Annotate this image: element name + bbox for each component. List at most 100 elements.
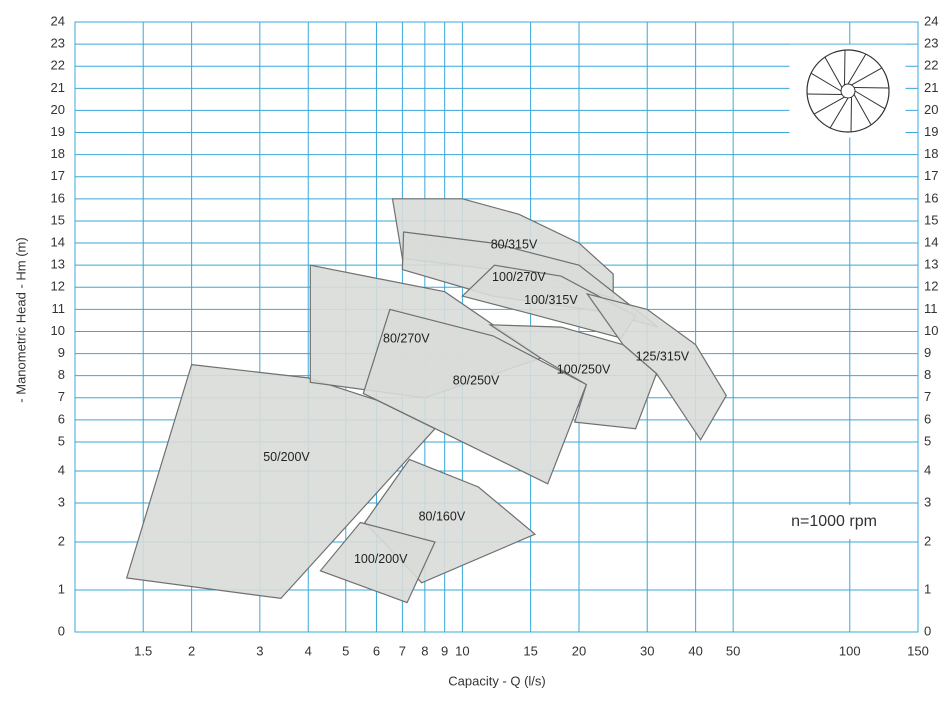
y-tick-label: 13 <box>51 257 65 272</box>
y-tick-label: 23 <box>51 36 65 51</box>
x-tick-label: 6 <box>373 643 380 658</box>
x-tick-label: 7 <box>399 643 406 658</box>
icon-spoke <box>851 67 883 86</box>
y-tick-label: 17 <box>51 168 65 183</box>
y2-tick-label: 16 <box>924 190 938 205</box>
annotation-bg <box>772 505 896 539</box>
y2-tick-label: 15 <box>924 212 938 227</box>
y-tick-label: 9 <box>58 345 65 360</box>
region-label: 80/250V <box>453 374 500 388</box>
pump-region <box>319 521 436 604</box>
y2-tick-label: 3 <box>924 494 931 509</box>
x-tick-label: 10 <box>455 643 469 658</box>
y-tick-label: 18 <box>51 146 65 161</box>
x-tick-label: 1.5 <box>134 643 152 658</box>
x-tick-label: 4 <box>305 643 312 658</box>
y2-tick-label: 24 <box>924 13 938 28</box>
y2-tick-label: 23 <box>924 36 938 51</box>
y2-tick-label: 10 <box>924 323 938 338</box>
y2-tick-label: 1 <box>924 581 931 596</box>
y2-tick-label: 13 <box>924 257 938 272</box>
x-tick-label: 150 <box>907 643 929 658</box>
labels: 50/200V 80/270V 80/250V 80/315V 100/270V 100/… <box>263 237 690 565</box>
y-tick-label: 14 <box>51 234 65 249</box>
pump-region <box>362 308 588 485</box>
x-axis-title: Capacity - Q (l/s) <box>448 673 546 688</box>
y-tick-label: 15 <box>51 212 65 227</box>
y-tick-label: 3 <box>58 494 65 509</box>
region-label: 100/200V <box>354 552 408 566</box>
icon-spoke <box>829 97 849 129</box>
y-tick-label: 4 <box>58 462 65 477</box>
x-tick-label: 50 <box>726 643 740 658</box>
y2-tick-label: 20 <box>924 102 938 117</box>
y-tick-label: 1 <box>58 581 65 596</box>
x-tick-label: 3 <box>256 643 263 658</box>
y-tick-label: 16 <box>51 190 65 205</box>
y2-tick-label: 18 <box>924 146 938 161</box>
region-label: 80/270V <box>383 331 430 345</box>
icon-spoke <box>847 53 867 85</box>
annotation: n=1000 rpm <box>791 513 877 530</box>
x-tick-label: 5 <box>342 643 349 658</box>
y-tick-label: 8 <box>58 367 65 382</box>
region-label: 50/200V <box>263 450 310 464</box>
icon-spoke <box>810 72 842 92</box>
y2-tick-label: 19 <box>924 124 938 139</box>
region-label: 125/315V <box>636 350 690 364</box>
y2-tick-label: 4 <box>924 462 931 477</box>
y2-tick-label: 9 <box>924 345 931 360</box>
region-label: 100/270V <box>492 270 546 284</box>
x-tick-label: 15 <box>523 643 537 658</box>
y-tick-label: 6 <box>58 411 65 426</box>
x-tick-label: 30 <box>640 643 654 658</box>
region-label: 100/250V <box>557 363 611 377</box>
icon-spoke <box>854 90 886 110</box>
icon-spokes <box>807 50 889 132</box>
y2-tick-label: 7 <box>924 389 931 404</box>
x-tick-label: 2 <box>188 643 195 658</box>
y-tick-label: 22 <box>51 58 65 73</box>
y-axis-title: - Manometric Head - Hm (m) <box>13 237 28 402</box>
y-tick-label: 7 <box>58 389 65 404</box>
y2-tick-label: 12 <box>924 279 938 294</box>
icon-spoke <box>853 94 872 126</box>
y-tick-label: 11 <box>52 301 66 316</box>
y2-tick-label: 0 <box>924 623 931 638</box>
y-tick-label: 0 <box>58 623 65 638</box>
icon-spoke <box>824 56 843 88</box>
annotation-box: n=1000 rpm <box>772 505 896 539</box>
region-label: 80/315V <box>491 237 538 251</box>
y2-tick-label: 8 <box>924 367 931 382</box>
x-tick-label: 100 <box>839 643 861 658</box>
y-tick-label: 19 <box>51 124 65 139</box>
icon-hub <box>840 83 856 99</box>
y2-tick-label: 14 <box>924 234 938 249</box>
x-tick-label: 8 <box>421 643 428 658</box>
pump-region <box>488 324 658 430</box>
regions <box>125 198 727 604</box>
x-tick-label: 20 <box>572 643 586 658</box>
y-tick-label: 5 <box>58 433 65 448</box>
x-tick-label: 40 <box>688 643 702 658</box>
icon-spoke <box>813 96 845 115</box>
region-label: 80/160V <box>419 509 466 523</box>
y-tick-label: 10 <box>51 323 65 338</box>
region-label: 100/315V <box>524 293 578 307</box>
pump-region <box>585 292 727 441</box>
y-tick-label: 20 <box>51 102 65 117</box>
y-tick-label: 24 <box>51 13 65 28</box>
y2-tick-label: 5 <box>924 433 931 448</box>
impeller-icon <box>789 44 906 138</box>
y2-tick-label: 21 <box>924 80 938 95</box>
x-tick-label: 9 <box>441 643 448 658</box>
y-tick-label: 12 <box>51 279 65 294</box>
y2-tick-label: 6 <box>924 411 931 426</box>
y2-tick-label: 17 <box>924 168 938 183</box>
y-tick-label: 21 <box>51 80 65 95</box>
y2-tick-label: 11 <box>924 301 938 316</box>
y2-tick-label: 22 <box>924 58 938 73</box>
y-tick-label: 2 <box>58 533 65 548</box>
